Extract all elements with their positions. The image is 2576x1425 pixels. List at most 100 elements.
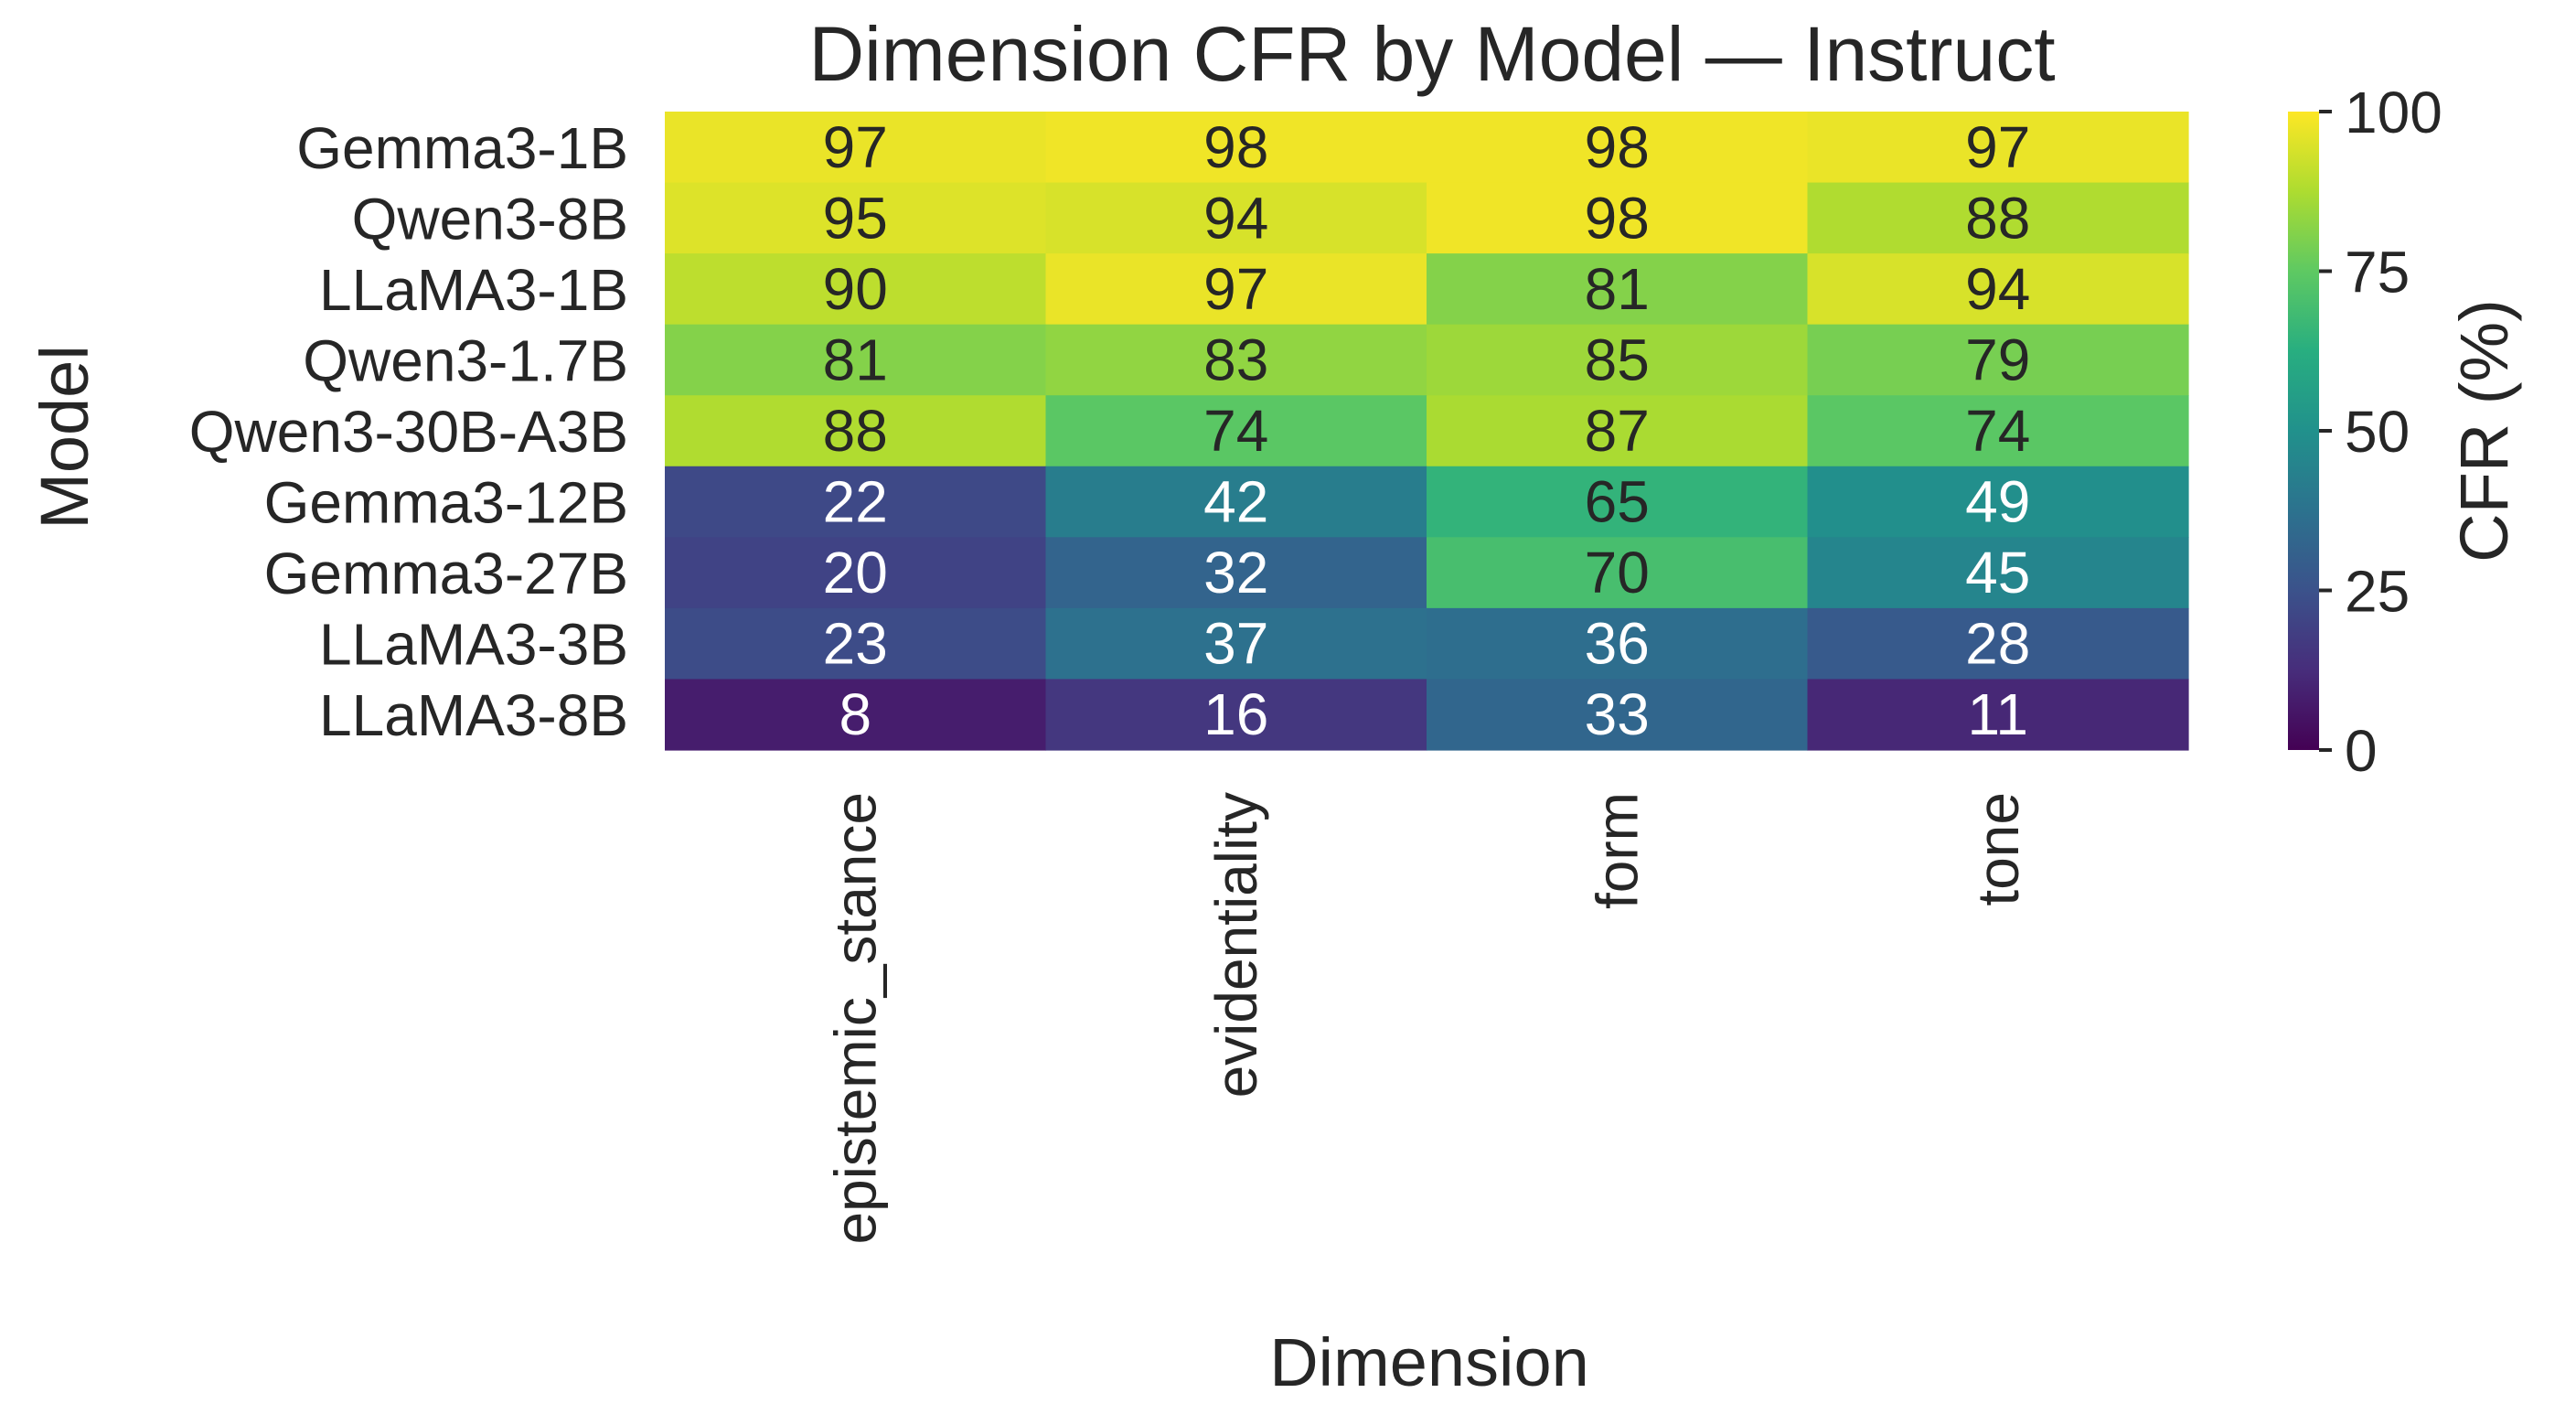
heatmap-cell [1045,537,1427,609]
cell-value-label: 97 [1965,114,2030,180]
cell-value-label: 97 [823,114,888,180]
y-tick-label: Gemma3-1B [296,115,628,181]
y-tick-label: LLaMA3-3B [319,612,628,678]
y-tick-label: Gemma3-12B [264,470,628,536]
cell-value-label: 23 [823,611,888,677]
colorbar-tick-label: 100 [2345,80,2442,145]
cell-value-label: 81 [1585,256,1650,322]
colorbar [2288,112,2319,750]
heatmap-cell [1427,112,1809,184]
y-tick-label: LLaMA3-8B [319,682,628,748]
heatmap-cell [665,607,1047,680]
heatmap-cell [665,679,1047,751]
x-tick-label: tone [1965,792,2031,906]
x-tick-label: epistemic_stance [822,792,888,1244]
cell-value-label: 74 [1203,398,1268,464]
cell-value-label: 79 [1965,327,2030,392]
cell-value-label: 97 [1203,256,1268,322]
y-tick-label: Qwen3-1.7B [303,327,628,393]
heatmap-cell [1807,395,2189,467]
cell-value-label: 94 [1965,256,2030,322]
heatmap-cell [1427,466,1809,538]
cell-value-label: 33 [1585,681,1650,747]
heatmap-cell [1045,466,1427,538]
cell-value-label: 81 [823,327,888,392]
heatmap-cell [665,395,1047,467]
cell-value-label: 32 [1203,540,1268,605]
x-tick-label: form [1584,792,1650,909]
chart-title: Dimension CFR by Model — Instruct [808,11,2055,97]
heatmap-cell [1807,112,2189,184]
cell-value-label: 87 [1585,398,1650,464]
heatmap-cell [1427,253,1809,326]
cell-value-label: 22 [823,469,888,535]
cell-value-label: 88 [1965,185,2030,251]
heatmap-cell [1427,182,1809,254]
cell-value-label: 28 [1965,611,2030,677]
heatmap-cell [1045,324,1427,396]
colorbar-tick-label: 0 [2345,718,2378,784]
heatmap-cell [1427,395,1809,467]
x-axis-tick-labels: epistemic_stance evidentiality form tone [822,792,2031,1244]
heatmap-cell [665,182,1047,254]
heatmap-cell [665,537,1047,609]
cell-value-label: 16 [1203,681,1268,747]
y-axis-tick-labels: Gemma3-1BQwen3-8BLLaMA3-1BQwen3-1.7BQwen… [189,115,628,748]
heatmap-cell [1045,679,1427,751]
heatmap-cell [1427,679,1809,751]
heatmap-cell [1807,537,2189,609]
cell-value-label: 98 [1203,114,1268,180]
cell-value-label: 37 [1203,611,1268,677]
cell-value-label: 95 [823,185,888,251]
cell-value-label: 20 [823,540,888,605]
colorbar-ticks: 0 25 50 75 100 [2319,80,2442,784]
colorbar-label: CFR (%) [2446,299,2522,562]
cell-value-label: 85 [1585,327,1650,392]
cell-value-label: 45 [1965,540,2030,605]
cell-value-label: 94 [1203,185,1268,251]
y-tick-label: Gemma3-27B [264,541,628,606]
cell-value-label: 42 [1203,469,1268,535]
x-tick-label: evidentiality [1203,792,1269,1098]
heatmap-cell [1807,679,2189,751]
cell-value-label: 65 [1585,469,1650,535]
cell-value-label: 88 [823,398,888,464]
colorbar-tick-label: 75 [2345,240,2410,305]
heatmap-cell [1045,182,1427,254]
heatmap-cell [665,466,1047,538]
heatmap-cell [665,253,1047,326]
cell-value-label: 49 [1965,469,2030,535]
cell-value-label: 98 [1585,114,1650,180]
heatmap-cell [1045,253,1427,326]
heatmap-cell [1807,182,2189,254]
cell-value-label: 11 [1968,681,2028,747]
y-tick-label: LLaMA3-1B [319,257,628,323]
cell-value-label: 74 [1965,398,2030,464]
y-axis-label: Model [27,345,102,530]
colorbar-tick-label: 25 [2345,559,2410,625]
heatmap-cells [665,112,2189,751]
heatmap-cell [1045,607,1427,680]
heatmap-cell [1807,607,2189,680]
heatmap-cell [1427,324,1809,396]
colorbar-tick-label: 50 [2345,399,2410,465]
heatmap-cell [1045,395,1427,467]
heatmap-cell [1427,607,1809,680]
heatmap-cell [665,324,1047,396]
cell-value-label: 83 [1203,327,1268,392]
y-tick-label: Qwen3-30B-A3B [189,399,628,465]
cell-value-label: 8 [839,681,871,747]
cell-value-label: 70 [1585,540,1650,605]
heatmap-cell [1807,253,2189,326]
y-tick-label: Qwen3-8B [352,186,628,252]
cell-value-label: 90 [823,256,888,322]
cell-value-label: 98 [1585,185,1650,251]
heatmap-cell [1807,466,2189,538]
heatmap-cell [1045,112,1427,184]
heatmap-cell [1807,324,2189,396]
x-axis-label: Dimension [1269,1324,1589,1400]
heatmap-cell [1427,537,1809,609]
heatmap-cell [665,112,1047,184]
